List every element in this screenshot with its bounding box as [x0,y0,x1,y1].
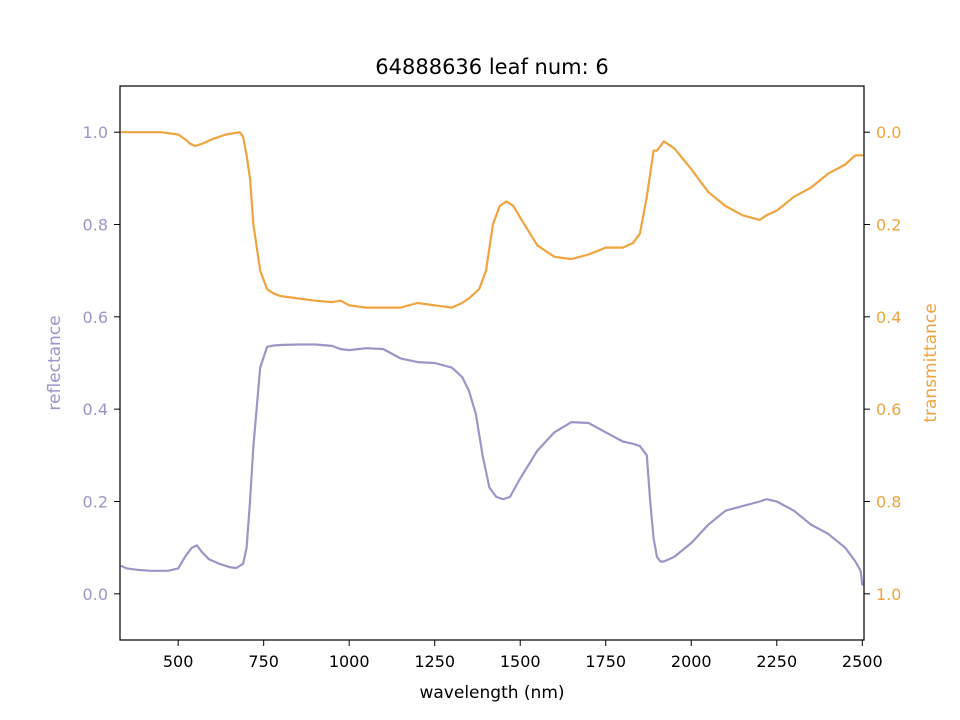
left-tick-label: 0.2 [83,493,108,512]
right-tick-label: 0.2 [876,216,901,235]
left-tick-label: 0.6 [83,308,108,327]
x-tick-label: 1500 [500,652,541,671]
x-tick-label: 500 [163,652,194,671]
x-tick-label: 2000 [671,652,712,671]
right-axis-ticks: 0.0 0.2 0.4 0.6 0.8 1.0 [864,123,901,604]
x-tick-label: 750 [248,652,279,671]
right-tick-label: 0.8 [876,493,901,512]
chart-title: 64888636 leaf num: 6 [375,55,608,79]
left-tick-label: 0.8 [83,216,108,235]
right-axis-label: transmittance [921,303,941,422]
x-axis-ticks: 500 750 1000 1250 1500 1750 2000 2250 2500 [163,640,883,671]
right-tick-label: 0.0 [876,123,901,142]
x-tick-label: 1250 [414,652,455,671]
series-layer [120,131,864,586]
x-axis-label: wavelength (nm) [419,683,564,703]
right-tick-label: 0.4 [876,308,901,327]
plot-frame [119,85,865,641]
left-tick-label: 0.4 [83,400,108,419]
x-tick-label: 1750 [585,652,626,671]
reflectance-line [120,343,864,586]
right-tick-label: 0.6 [876,400,901,419]
left-tick-label: 0.0 [83,585,108,604]
left-axis-ticks: 0.0 0.2 0.4 0.6 0.8 1.0 [83,123,120,604]
transmittance-line [120,131,864,309]
left-axis-label: reflectance [45,315,65,410]
x-tick-label: 2250 [756,652,797,671]
x-tick-label: 1000 [329,652,370,671]
left-tick-label: 1.0 [83,123,108,142]
right-tick-label: 1.0 [876,585,901,604]
x-tick-label: 2500 [842,652,883,671]
